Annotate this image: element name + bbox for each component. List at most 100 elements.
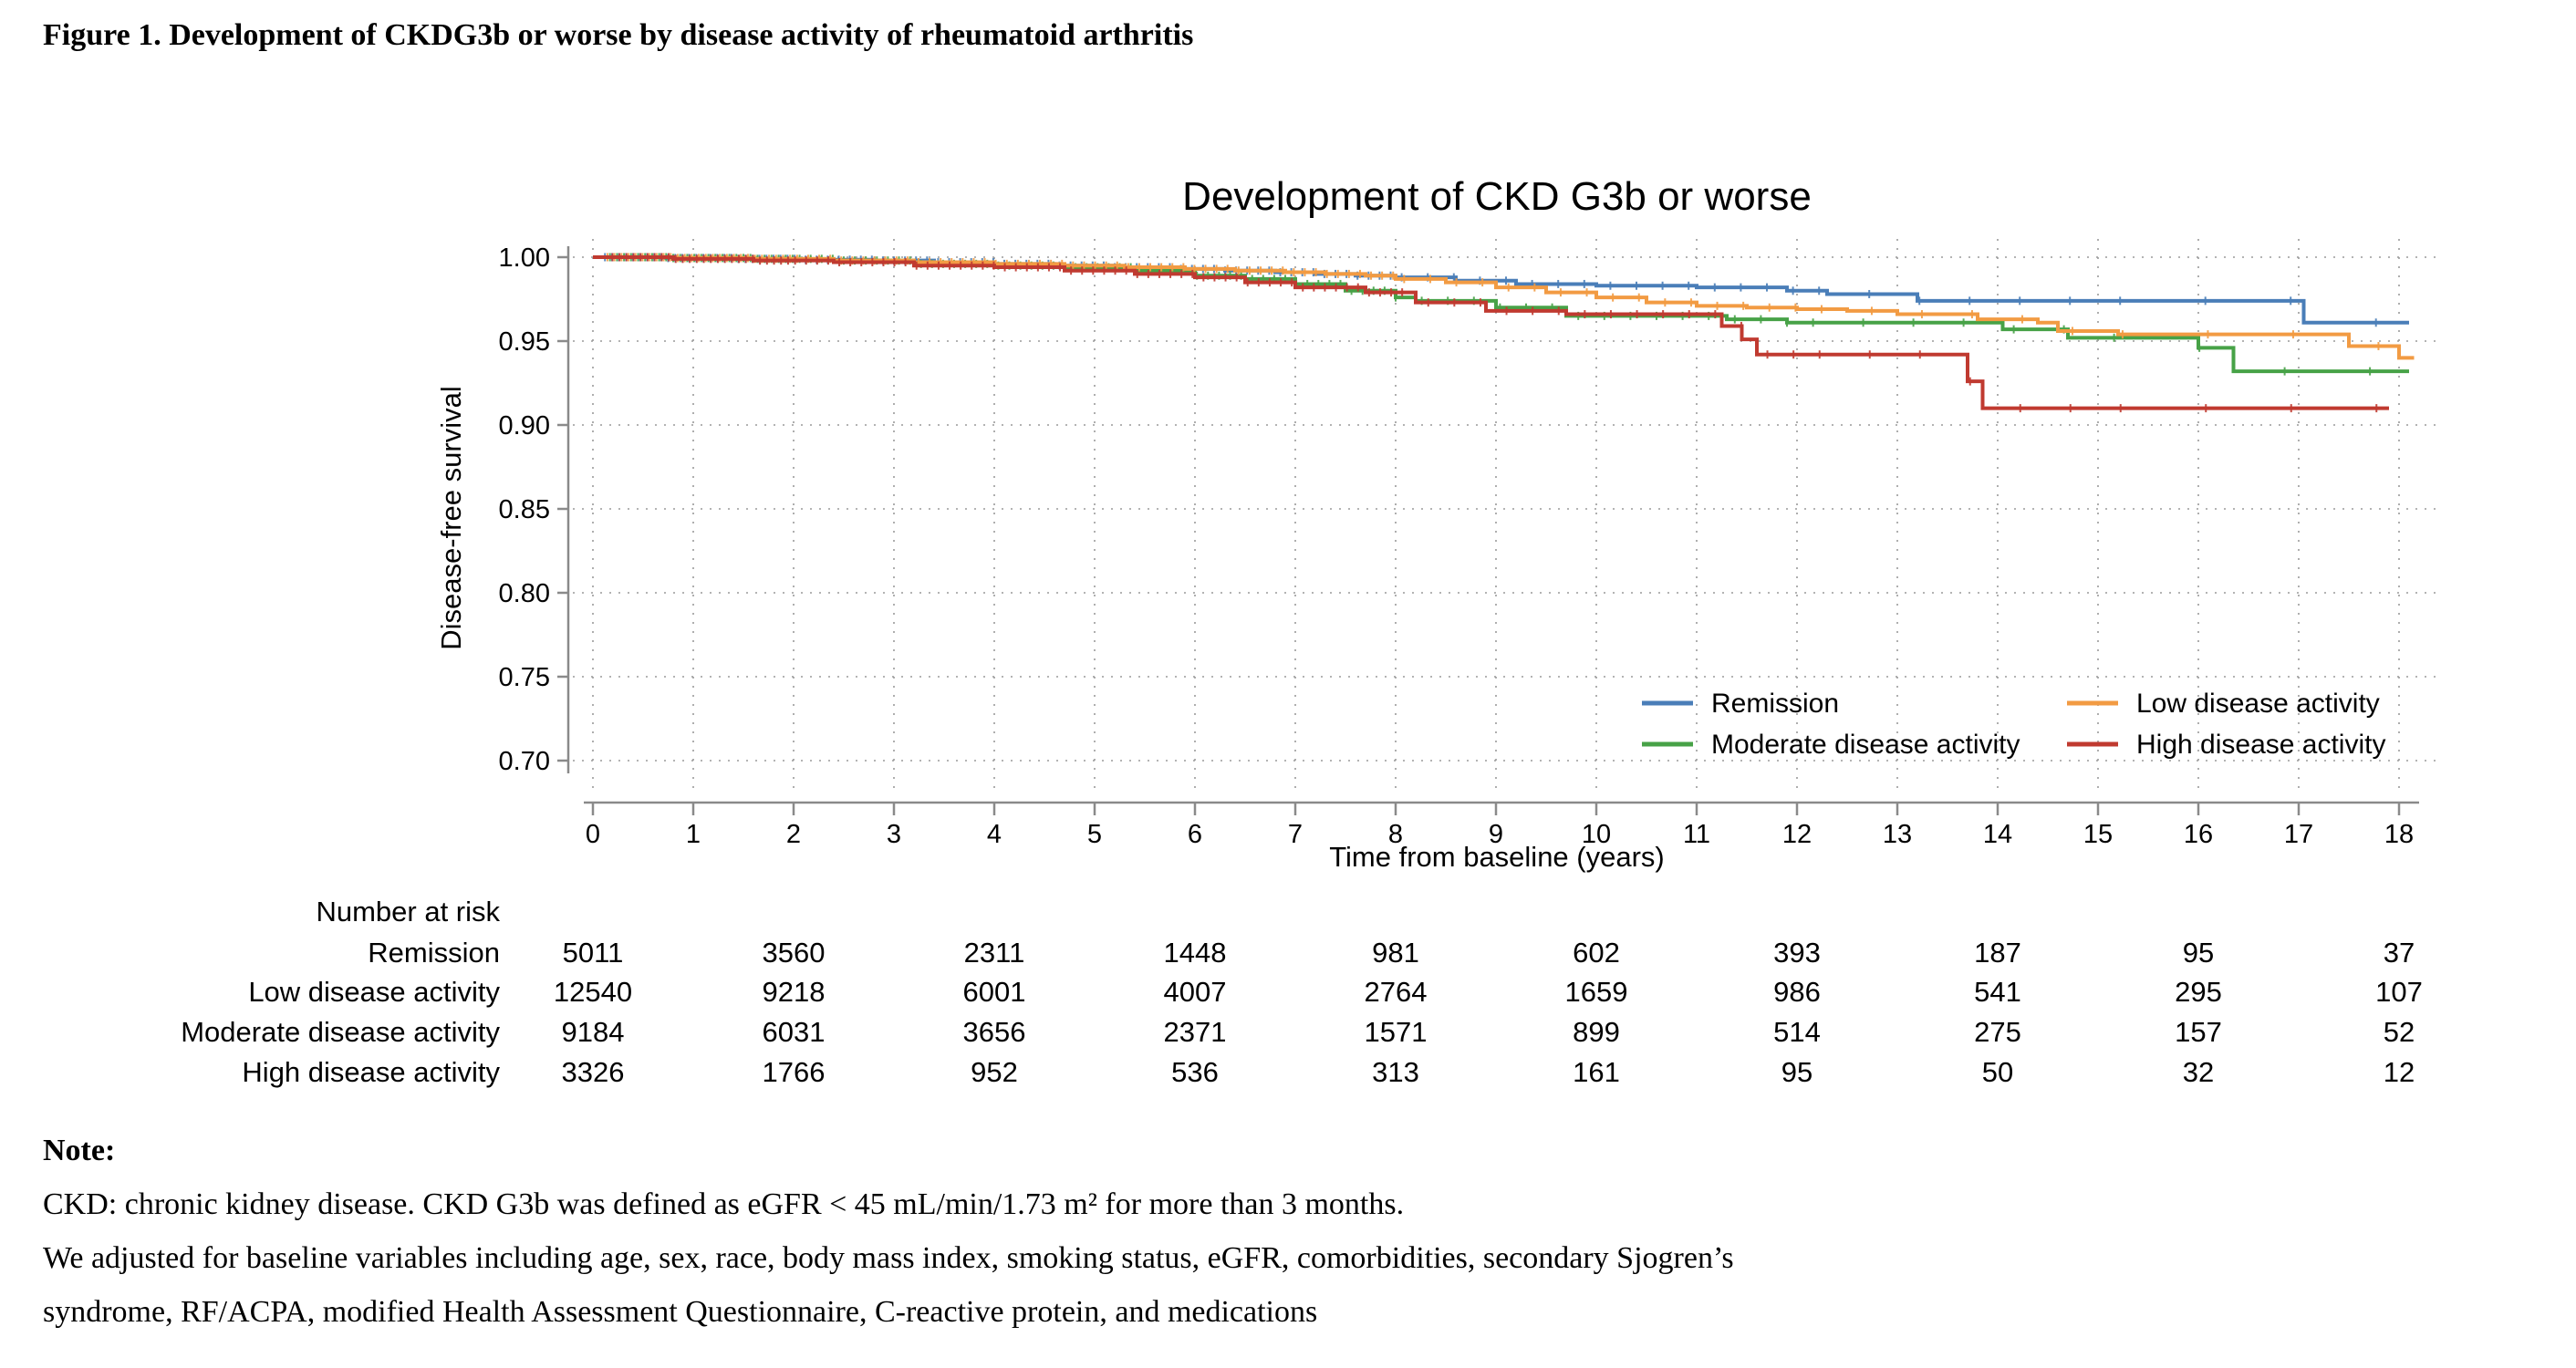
risk-count: 5011 [563, 937, 624, 969]
legend-label: High disease activity [2136, 730, 2385, 760]
risk-count: 952 [971, 1056, 1018, 1088]
risk-count: 295 [2175, 976, 2222, 1008]
risk-count: 313 [1372, 1056, 1419, 1088]
risk-count: 514 [1773, 1016, 1821, 1048]
risk-count: 2311 [964, 937, 1025, 969]
risk-count: 4007 [1164, 976, 1227, 1008]
risk-count: 161 [1573, 1056, 1620, 1088]
y-tick-label: 0.70 [499, 747, 550, 776]
censor-ticks [611, 253, 2378, 413]
risk-count: 602 [1573, 937, 1620, 969]
x-tick-label: 0 [586, 820, 600, 849]
axes: 0 1 2 3 4 5 6 7 8 9 10 11 12 13 14 15 16 17 181.000.950.90… [499, 244, 2419, 849]
risk-count: 2371 [1164, 1016, 1227, 1048]
risk-count: 1571 [1365, 1016, 1428, 1048]
risk-count: 6001 [963, 976, 1026, 1008]
y-tick-label: 0.75 [499, 663, 550, 692]
y-axis-title: Disease-free survival [435, 386, 467, 649]
x-tick-label: 17 [2284, 820, 2313, 849]
note-line-1: CKD: chronic kidney disease. CKD G3b was… [43, 1187, 1405, 1221]
risk-count: 6031 [763, 1016, 826, 1048]
risk-count: 12 [2384, 1056, 2415, 1088]
x-tick-label: 3 [887, 820, 901, 849]
risk-row: Remission 5011 3560 2311 1448 981 602 393 187 95 3… [368, 937, 2415, 969]
note-block: Note: CKD: chronic kidney disease. CKD G… [43, 1124, 2542, 1339]
x-tick-label: 7 [1288, 820, 1303, 849]
x-tick-label: 6 [1188, 820, 1202, 849]
risk-count: 275 [1974, 1016, 2021, 1048]
risk-count: 3326 [562, 1056, 625, 1088]
x-tick-label: 1 [686, 820, 701, 849]
x-tick-label: 18 [2384, 820, 2414, 849]
risk-count: 52 [2384, 1016, 2415, 1048]
x-tick-label: 16 [2184, 820, 2213, 849]
note-heading: Note: [43, 1134, 116, 1167]
x-tick-label: 13 [1883, 820, 1912, 849]
risk-row: High disease activity 3326 1766 952 536 313 16… [242, 1056, 2415, 1088]
legend-label: Remission [1711, 689, 1839, 719]
risk-count: 1448 [1164, 937, 1227, 969]
y-tick-label: 0.95 [499, 327, 550, 357]
note-line-2: We adjusted for baseline variables inclu… [43, 1241, 1734, 1275]
risk-count: 9184 [562, 1016, 625, 1048]
x-tick-label: 2 [786, 820, 801, 849]
x-tick-label: 14 [1983, 820, 2012, 849]
risk-count: 3560 [763, 937, 826, 969]
risk-row-label: High disease activity [242, 1056, 500, 1088]
censor-ticks [604, 253, 2377, 327]
figure-caption: Figure 1. Development of CKDG3b or worse… [43, 18, 1194, 52]
x-axis-title: Time from baseline (years) [1329, 841, 1665, 873]
risk-count: 393 [1773, 937, 1821, 969]
x-tick-label: 12 [1782, 820, 1812, 849]
x-tick-label: 10 [1582, 820, 1611, 849]
legend-label: Moderate disease activity [1711, 730, 2020, 760]
risk-count: 9218 [763, 976, 826, 1008]
note-line-3: syndrome, RF/ACPA, modified Health Asses… [43, 1295, 1318, 1329]
risk-count: 986 [1773, 976, 1821, 1008]
x-tick-label: 8 [1388, 820, 1403, 849]
risk-row-label: Moderate disease activity [181, 1016, 500, 1048]
risk-count: 541 [1974, 976, 2021, 1008]
risk-row-label: Low disease activity [248, 976, 500, 1008]
y-tick-label: 0.85 [499, 495, 550, 524]
censor-ticks [608, 253, 2372, 376]
risk-count: 95 [2183, 937, 2214, 969]
risk-count: 2764 [1365, 976, 1428, 1008]
risk-row: Low disease activity 12540 9218 6001 4007 276… [248, 976, 2423, 1008]
x-tick-label: 4 [987, 820, 1002, 849]
y-tick-label: 1.00 [499, 244, 550, 273]
survival-curves [593, 253, 2415, 413]
risk-count: 1766 [763, 1056, 826, 1088]
x-tick-label: 5 [1087, 820, 1102, 849]
risk-count: 187 [1974, 937, 2021, 969]
legend: Remission Low disease activity Moderate di… [1642, 689, 2385, 760]
risk-table: Number at risk Remission 5011 3560 2311 1448… [181, 896, 2423, 1088]
risk-count: 899 [1573, 1016, 1620, 1048]
risk-count: 12540 [554, 976, 632, 1008]
risk-table-title: Number at risk [316, 896, 500, 928]
survival-curve-moderate-disease-activity [593, 255, 2409, 374]
chart-title: Development of CKD G3b or worse [1182, 174, 1812, 219]
risk-row: Moderate disease activity 9184 6031 3656 237… [181, 1016, 2415, 1048]
risk-count: 107 [2375, 976, 2423, 1008]
survival-curve-high-disease-activity [593, 255, 2389, 410]
risk-count: 3656 [963, 1016, 1026, 1048]
risk-count: 157 [2175, 1016, 2222, 1048]
x-tick-label: 9 [1489, 820, 1503, 849]
x-tick-label: 11 [1683, 820, 1710, 849]
risk-count: 1659 [1565, 976, 1628, 1008]
x-tick-label: 15 [2083, 820, 2113, 849]
risk-count: 32 [2183, 1056, 2214, 1088]
risk-count: 95 [1781, 1056, 1813, 1088]
risk-count: 981 [1372, 937, 1419, 969]
risk-row-label: Remission [368, 937, 500, 969]
y-tick-label: 0.80 [499, 579, 550, 608]
survival-curve-remission [593, 255, 2409, 325]
risk-count: 50 [1982, 1056, 2013, 1088]
risk-count: 37 [2384, 937, 2415, 969]
y-tick-label: 0.90 [499, 411, 550, 440]
legend-label: Low disease activity [2136, 689, 2380, 719]
risk-count: 536 [1171, 1056, 1219, 1088]
